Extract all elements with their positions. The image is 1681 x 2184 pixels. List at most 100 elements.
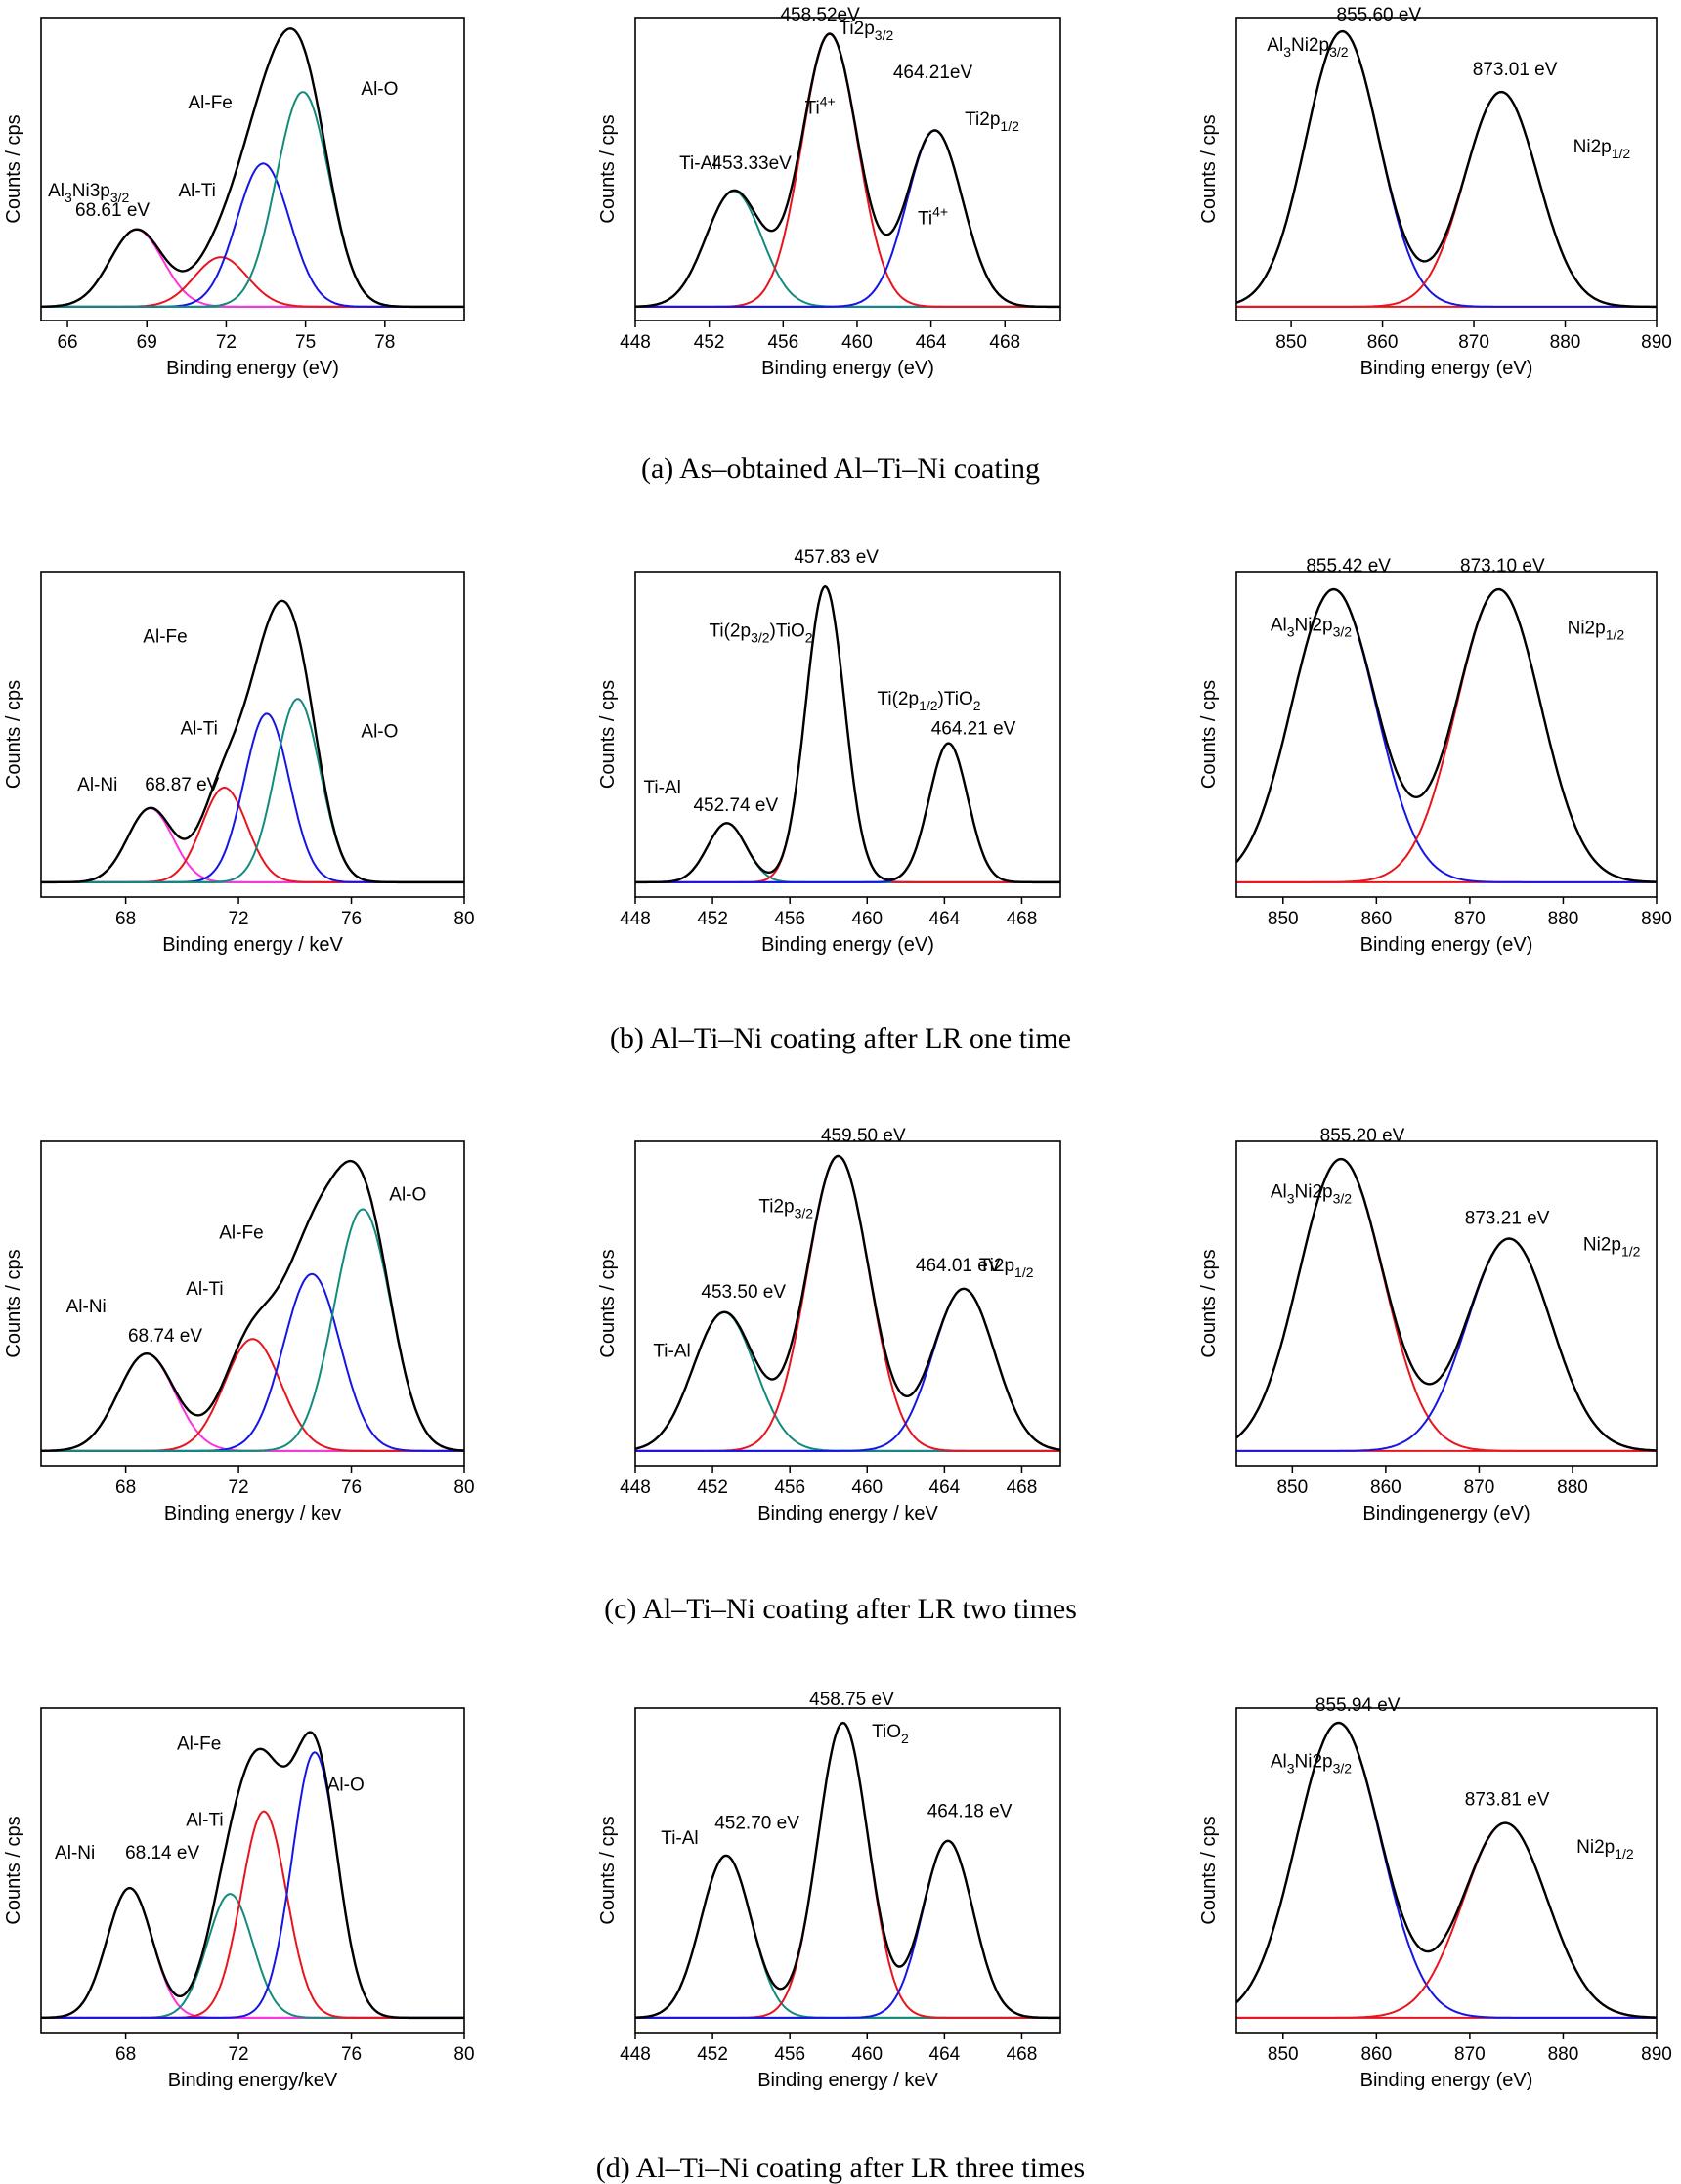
component-peak-2 [1236, 91, 1657, 308]
x-tick-label: 468 [1007, 2044, 1038, 2065]
x-tick-label: 890 [1641, 2044, 1672, 2065]
component-peak-1 [41, 1352, 464, 1452]
x-tick-label: 456 [767, 332, 798, 353]
component-peak-2 [41, 786, 464, 883]
x-axis-label: Binding energy (eV) [761, 358, 934, 379]
x-tick-label: 850 [1275, 332, 1307, 353]
y-axis-label: Counts / cps [3, 114, 24, 223]
x-tick-label: 860 [1370, 1477, 1401, 1498]
x-tick-label: 72 [228, 2044, 248, 2065]
x-tick-label: 452 [697, 1477, 728, 1498]
envelope-curve [635, 1154, 1060, 1451]
envelope-curve [1236, 29, 1657, 309]
plot-area [41, 599, 464, 884]
peak-annotation: Ti-Al [653, 1341, 690, 1361]
peak-annotation: 464.18 eV [927, 1802, 1013, 1822]
component-peak-3 [41, 1810, 464, 2019]
peak-annotation: 873.81 eV [1465, 1790, 1550, 1811]
peak-annotation: Ni2p1/2 [1576, 1837, 1634, 1862]
component-peak-3 [635, 1287, 1060, 1452]
component-peak-2 [41, 256, 464, 308]
x-tick-label: 448 [620, 332, 651, 353]
caption-c: (c) Al–Ti–Ni coating after LR two times [604, 1593, 1077, 1625]
x-tick-label: 452 [694, 332, 725, 353]
component-peak-2 [635, 1155, 1060, 1452]
plot-area [635, 1154, 1060, 1452]
x-tick-label: 80 [453, 909, 474, 929]
plot-area [635, 32, 1060, 309]
plot-area [41, 1731, 464, 2020]
peak-annotation: Al-Ni [55, 1843, 95, 1863]
panel-a1: 66 69 72 75 78 Binding energy (eV) Counts / cp… [3, 17, 465, 379]
peak-annotation: 458.75 eV [809, 1690, 894, 1710]
peak-annotation: Ti2p3/2 [840, 19, 894, 43]
peak-annotation: 855.60 eV [1337, 5, 1422, 25]
x-tick-label: 69 [137, 332, 157, 353]
component-peak-1 [1236, 1158, 1657, 1452]
x-tick-label: 75 [295, 332, 316, 353]
plot-area [1236, 29, 1657, 309]
panel-b2: 448 452 456 460 464 468 Binding energy (eV) Cou… [597, 547, 1061, 956]
x-tick-label: 890 [1641, 332, 1672, 353]
peak-annotation: Ni2p1/2 [1568, 619, 1625, 643]
plot-frame [40, 571, 465, 898]
x-tick-label: 456 [774, 1477, 805, 1498]
plot-frame [634, 571, 1061, 898]
envelope-curve [635, 32, 1060, 309]
component-peak-1 [635, 822, 1060, 883]
x-tick-label: 850 [1276, 1477, 1308, 1498]
peak-annotation: Ti2p1/2 [965, 109, 1019, 134]
envelope-curve [41, 599, 464, 884]
peak-annotation: Ni2p1/2 [1583, 1235, 1641, 1260]
peak-annotation: Al3Ni2p3/2 [1271, 616, 1352, 640]
envelope-curve [41, 1731, 464, 2020]
peak-annotation: Ti(2p3/2)TiO2 [709, 621, 812, 646]
x-tick-label: 464 [929, 1477, 961, 1498]
x-tick-label: 76 [341, 909, 362, 929]
peak-annotation: 458.52eV [780, 5, 860, 25]
x-tick-label: 468 [1007, 1477, 1038, 1498]
y-axis-label: Counts / cps [3, 680, 24, 789]
component-peak-2 [41, 1893, 464, 2019]
peak-annotation: Al-Ti [186, 1279, 223, 1300]
x-tick-label: 456 [774, 909, 805, 929]
x-tick-label: 448 [620, 1477, 651, 1498]
component-peak-4 [41, 1751, 464, 2019]
peak-annotation: Al-Fe [219, 1223, 263, 1244]
x-tick-label: 76 [341, 1477, 362, 1498]
x-tick-label: 850 [1268, 909, 1299, 929]
x-tick-label: 460 [841, 332, 873, 353]
x-tick-label: 68 [115, 2044, 136, 2065]
component-peak-4 [41, 1208, 464, 1452]
y-axis-label: Counts / cps [3, 1249, 24, 1357]
plot-frame [1235, 571, 1658, 898]
peak-annotation: Al3Ni3p3/2 [48, 181, 129, 205]
x-tick-label: 870 [1454, 909, 1486, 929]
peak-annotation: Ni2p1/2 [1573, 137, 1631, 161]
peak-annotation: Al-O [389, 1184, 426, 1205]
x-tick-label: 468 [1007, 909, 1038, 929]
x-tick-label: 468 [989, 332, 1020, 353]
panel-a3: 850 860 870 880 890 Binding energy (eV) Counts… [1198, 5, 1672, 379]
plot-frame [1235, 1707, 1658, 2034]
peak-annotation: 68.61 eV [75, 200, 150, 221]
envelope-curve [41, 27, 464, 309]
x-axis-label: Bindingenergy (eV) [1362, 1503, 1530, 1524]
peak-annotation: Al-O [361, 722, 398, 743]
x-tick-label: 80 [453, 2044, 474, 2065]
peak-annotation: 68.87 eV [145, 775, 219, 795]
x-tick-label: 880 [1548, 2044, 1579, 2065]
peak-annotation: 855.20 eV [1320, 1126, 1405, 1146]
component-peak-1 [635, 1855, 1060, 2019]
x-tick-label: 72 [216, 332, 237, 353]
x-tick-label: 464 [916, 332, 947, 353]
peak-annotation: 873.10 eV [1460, 556, 1545, 577]
y-axis-label: Counts / cps [1198, 680, 1220, 789]
x-tick-label: 460 [851, 1477, 883, 1498]
peak-annotation: Ti-Al [679, 153, 716, 174]
y-axis-label: Counts / cps [597, 1816, 619, 1924]
y-axis-label: Counts / cps [597, 680, 619, 789]
component-peak-2 [635, 1722, 1060, 2019]
peak-annotation: Al3Ni2p3/2 [1271, 1181, 1352, 1206]
envelope-curve [1236, 587, 1657, 883]
